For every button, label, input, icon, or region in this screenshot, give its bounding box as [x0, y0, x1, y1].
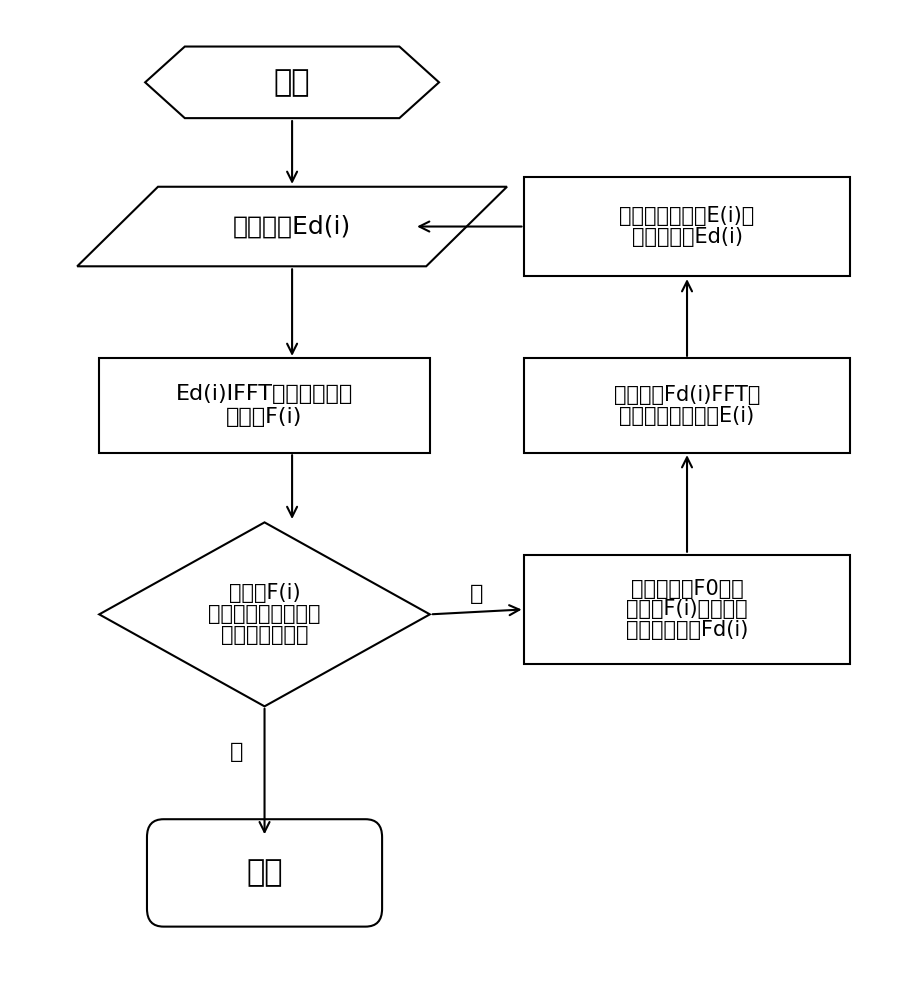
Text: 行限制得到Ed(i): 行限制得到Ed(i): [631, 227, 743, 247]
Bar: [99, 358, 430, 453]
Text: 目标方向图F0替换: 目标方向图F0替换: [631, 579, 744, 599]
Text: 按照激励边界对E(i)进: 按照激励边界对E(i)进: [619, 206, 755, 226]
Text: 阵列激励Ed(i): 阵列激励Ed(i): [233, 215, 351, 239]
Text: 图数据F(i): 图数据F(i): [226, 407, 303, 427]
Polygon shape: [78, 187, 507, 266]
Text: 算，获得阵列激励E(i): 算，获得阵列激励E(i): [619, 406, 755, 426]
Text: 方向图F(i)不能满足: 方向图F(i)不能满足: [626, 599, 748, 619]
Polygon shape: [99, 522, 430, 706]
Text: 要求的点获得Fd(i): 要求的点获得Fd(i): [626, 620, 748, 640]
Text: 方向图F(i): 方向图F(i): [229, 583, 300, 603]
Polygon shape: [145, 47, 439, 118]
Text: 开始: 开始: [274, 68, 310, 97]
Bar: [524, 177, 850, 276]
Text: Ed(i)IFFT计算求得方向: Ed(i)IFFT计算求得方向: [176, 384, 353, 404]
Text: 否: 否: [470, 584, 483, 604]
Text: 对方向图Fd(i)FFT计: 对方向图Fd(i)FFT计: [614, 385, 760, 405]
Text: 迭代终止条件？: 迭代终止条件？: [221, 625, 309, 645]
Text: 满足要求，或者满足: 满足要求，或者满足: [208, 604, 321, 624]
Bar: [524, 555, 850, 664]
Bar: [524, 358, 850, 453]
FancyBboxPatch shape: [147, 819, 383, 927]
Text: 结束: 结束: [247, 858, 283, 887]
Text: 是: 是: [230, 742, 244, 762]
